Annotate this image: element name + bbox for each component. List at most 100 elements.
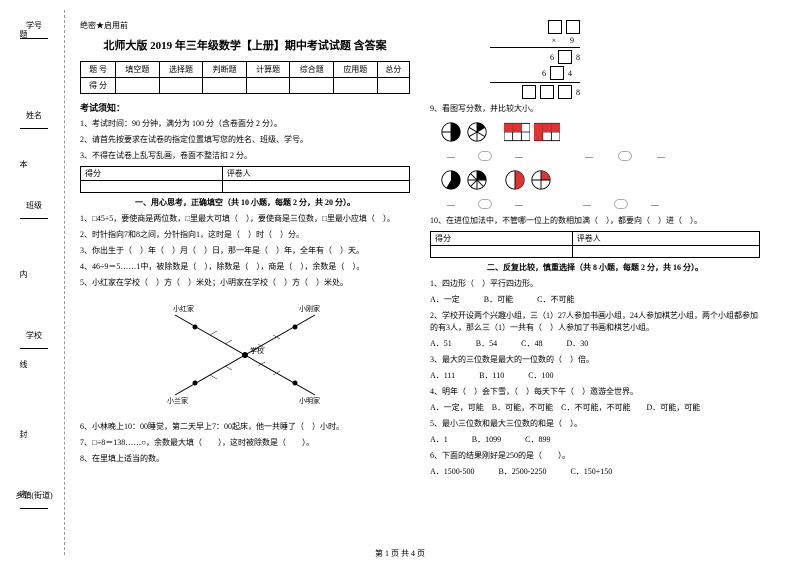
- notice-line: 1、考试时间：90 分钟，满分为 100 分（含卷面分 2 分）。: [80, 118, 410, 130]
- digit-box: [548, 20, 562, 34]
- section2-heading: 二、反复比较，慎重选择（共 8 小题，每题 2 分，共 16 分）。: [430, 262, 760, 274]
- fraction-answer-row: —— ——: [440, 151, 760, 161]
- score-header: 题 号: [81, 62, 116, 78]
- digit-box: [558, 50, 572, 64]
- digit: 9: [570, 36, 574, 45]
- fraction-answer-row: —— ——: [440, 199, 760, 209]
- question: 3、最大的三位数是最大的一位数的（ ）倍。: [430, 354, 760, 366]
- score-mini-table: 得分评卷人: [430, 231, 760, 258]
- table-row: 得 分: [81, 78, 410, 94]
- options: A．1500-500 B．2500-2250 C．150+150: [430, 466, 760, 478]
- right-column: × 9 6 8 6 4 8 9、看图写分数，并比较大小。: [420, 20, 770, 550]
- grid-icon: [504, 122, 530, 142]
- multiplication-block: × 9 6 8 6 4 8: [490, 20, 580, 99]
- question: 2、时针指向7和8之间，分针指向1，这时是（ ）时（ ）分。: [80, 229, 410, 241]
- binding-margin: 学号 姓名 班级 学校 乡镇(街道) 题 本 内 线 封 密: [10, 10, 65, 555]
- digit: 8: [576, 88, 580, 97]
- notice-heading: 考试须知：: [80, 101, 410, 114]
- question: 2、学校开设两个兴趣小组，三（1）27人参加书画小组，24人参加棋艺小组，两个小…: [430, 310, 760, 334]
- score-mini-table: 得分评卷人: [80, 166, 410, 193]
- score-header: 总分: [377, 62, 409, 78]
- score-header: 综合题: [290, 62, 334, 78]
- question: 7、□÷8＝138……○，余数最大填（ ），这时被除数是（ ）。: [80, 437, 410, 449]
- digit: 4: [568, 69, 572, 78]
- digit: 6: [550, 53, 554, 62]
- compare-box: [478, 199, 492, 209]
- score-header: 选择题: [159, 62, 203, 78]
- fraction-compare-row: [440, 169, 760, 191]
- question: 6、小林晚上10：00睡觉，第二天早上7：00起床，他一共睡了（ ）小时。: [80, 421, 410, 433]
- compare-box: [614, 199, 628, 209]
- options: A．111 B．110 C．100: [430, 370, 760, 382]
- binding-note: 密: [18, 490, 29, 498]
- page-title: 北师大版 2019 年三年级数学【上册】期中考试试题 含答案: [80, 37, 410, 53]
- mini-header: 评卷人: [572, 232, 759, 246]
- pie-icon: [530, 169, 552, 191]
- question: 1、四边形（ ）平行四边形。: [430, 278, 760, 290]
- pie-icon: [466, 121, 488, 143]
- notice-line: 2、请首先按要求在试卷的指定位置填写您的姓名、班级、学号。: [80, 134, 410, 146]
- question: 4、明年（ ）会下雪，（ ）每天下午（ ）邀游全世界。: [430, 386, 760, 398]
- question: 5、最小三位数和最大三位数的和是（ ）。: [430, 418, 760, 430]
- binding-field-school: 学校: [14, 330, 54, 351]
- table-row: 题 号 填空题 选择题 判断题 计算题 综合题 应用题 总分: [81, 62, 410, 78]
- question: 9、看图写分数，并比较大小。: [430, 103, 760, 115]
- binding-field-class: 班级: [14, 200, 54, 221]
- grid-icon: [534, 122, 560, 142]
- question: 8、在里填上适当的数。: [80, 453, 410, 465]
- binding-note: 线: [18, 360, 29, 368]
- options: A．一定，可能 B．可能，不可能 C．不可能，不可能 D．可能，可能: [430, 402, 760, 414]
- notice-line: 3、不得在试卷上乱写乱画，卷面不整洁扣 2 分。: [80, 150, 410, 162]
- binding-note: 内: [18, 270, 29, 278]
- classification-label: 绝密★启用前: [80, 20, 410, 31]
- page-content: 绝密★启用前 北师大版 2019 年三年级数学【上册】期中考试试题 含答案 题 …: [0, 0, 800, 565]
- direction-diagram: 小红家 小刚家 小兰家 小明家 学校: [155, 295, 335, 415]
- question: 3、你出生于（ ）年（ ）月（ ）日，那一年是（ ）年，全年有（ ）天。: [80, 245, 410, 257]
- digit-box: [550, 66, 564, 80]
- fraction-item: [504, 169, 552, 191]
- fraction-item: [504, 122, 560, 142]
- score-header: 计算题: [246, 62, 290, 78]
- score-table: 题 号 填空题 选择题 判断题 计算题 综合题 应用题 总分 得 分: [80, 61, 410, 94]
- pie-icon: [440, 169, 462, 191]
- digit-box: [540, 85, 554, 99]
- score-header: 应用题: [334, 62, 378, 78]
- score-row-label: 得 分: [81, 78, 116, 94]
- score-header: 判断题: [203, 62, 247, 78]
- question: 4、46÷9＝5……1中，被除数是（ ），除数是（ ），商是（ ），余数是（ ）…: [80, 261, 410, 273]
- pie-icon: [466, 169, 488, 191]
- score-header: 填空题: [116, 62, 160, 78]
- question: 10、在进位加法中，不管哪一位上的数相加满（ ），都要向（ ）进（ ）。: [430, 215, 760, 227]
- pie-icon: [440, 121, 462, 143]
- question: 6、下面的结果刚好是250的是（ ）。: [430, 450, 760, 462]
- pie-icon: [504, 169, 526, 191]
- left-column: 绝密★启用前 北师大版 2019 年三年级数学【上册】期中考试试题 含答案 题 …: [70, 20, 420, 550]
- binding-note: 本: [18, 160, 29, 168]
- options: A．51 B．54 C．48 D．30: [430, 338, 760, 350]
- mini-header: 得分: [81, 167, 223, 181]
- digit-box: [566, 20, 580, 34]
- diagram-label-d: 小明家: [299, 396, 320, 405]
- diagram-label-center: 学校: [250, 346, 264, 355]
- compare-box: [618, 151, 632, 161]
- question: 1、□45÷5，要使商是两位数，□里最大可填（ ），要使商是三位数，□里最小应填…: [80, 213, 410, 225]
- binding-note: 题: [18, 30, 29, 38]
- digit: 8: [576, 53, 580, 62]
- page-footer: 第 1 页 共 4 页: [0, 548, 800, 559]
- diagram-label-a: 小红家: [173, 304, 194, 313]
- diagram-label-c: 小兰家: [167, 396, 188, 405]
- fraction-compare-row: [440, 121, 760, 143]
- fraction-item: [440, 169, 488, 191]
- diagram-label-b: 小刚家: [299, 304, 320, 313]
- mini-header: 评卷人: [222, 167, 409, 181]
- binding-field-name: 姓名: [14, 110, 54, 131]
- digit-box: [522, 85, 536, 99]
- binding-note: 封: [18, 430, 29, 438]
- options: A．一定 B．可能 C．不可能: [430, 294, 760, 306]
- question: 5、小红家在学校（ ）方（ ）米处；小明家在学校（ ）方（ ）米处。: [80, 277, 410, 289]
- compare-box: [478, 151, 492, 161]
- section1-heading: 一、用心思考，正确填空（共 10 小题，每题 2 分，共 20 分）。: [80, 197, 410, 209]
- options: A．1 B．1099 C．899: [430, 434, 760, 446]
- digit: 6: [542, 69, 546, 78]
- fraction-item: [440, 121, 488, 143]
